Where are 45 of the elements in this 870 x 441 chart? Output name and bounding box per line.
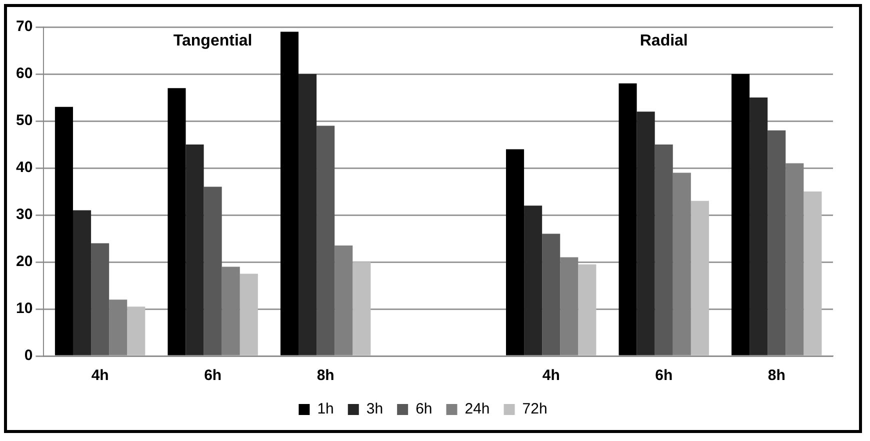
legend-label: 72h [522,400,548,418]
bar [750,98,768,356]
y-tick-label: 50 [16,112,33,130]
bar [186,144,204,356]
bar [768,130,786,356]
legend-label: 3h [366,400,384,418]
bar [804,192,822,356]
bar [654,144,673,356]
annotation: Radial [640,32,688,50]
bar [168,88,186,356]
x-tick-label: 4h [91,367,109,384]
legend-label: 24h [464,400,490,418]
bar [690,200,709,356]
legend-label: 6h [416,400,432,418]
x-tick-label: 6h [655,367,673,384]
y-tick-label: 0 [24,347,33,364]
bar [91,243,110,356]
legend-label: 1h [317,400,334,418]
y-tick-label: 10 [16,300,33,318]
bar [578,264,596,356]
bar [280,32,299,356]
bar [298,74,317,356]
y-tick-label: 20 [16,253,33,270]
bar [542,234,560,356]
x-tick-label: 8h [768,367,786,384]
x-tick-label: 6h [204,367,222,384]
bar [524,206,542,356]
y-tick-label: 60 [16,65,33,82]
x-tick-label: 8h [316,367,334,384]
bar [316,126,335,356]
annotation: Tangential [173,32,252,50]
y-tick-label: 40 [16,159,33,176]
bar [506,149,524,356]
bar [204,186,222,356]
bar [240,274,258,356]
y-tick-label: 70 [16,18,33,36]
bar [54,106,73,356]
bar [636,112,655,356]
y-tick-label: 30 [16,206,33,224]
x-tick-label: 4h [542,367,560,384]
bar [127,306,146,356]
bar [618,83,637,356]
bar [352,262,371,356]
bar [732,74,750,356]
bar [73,210,92,356]
